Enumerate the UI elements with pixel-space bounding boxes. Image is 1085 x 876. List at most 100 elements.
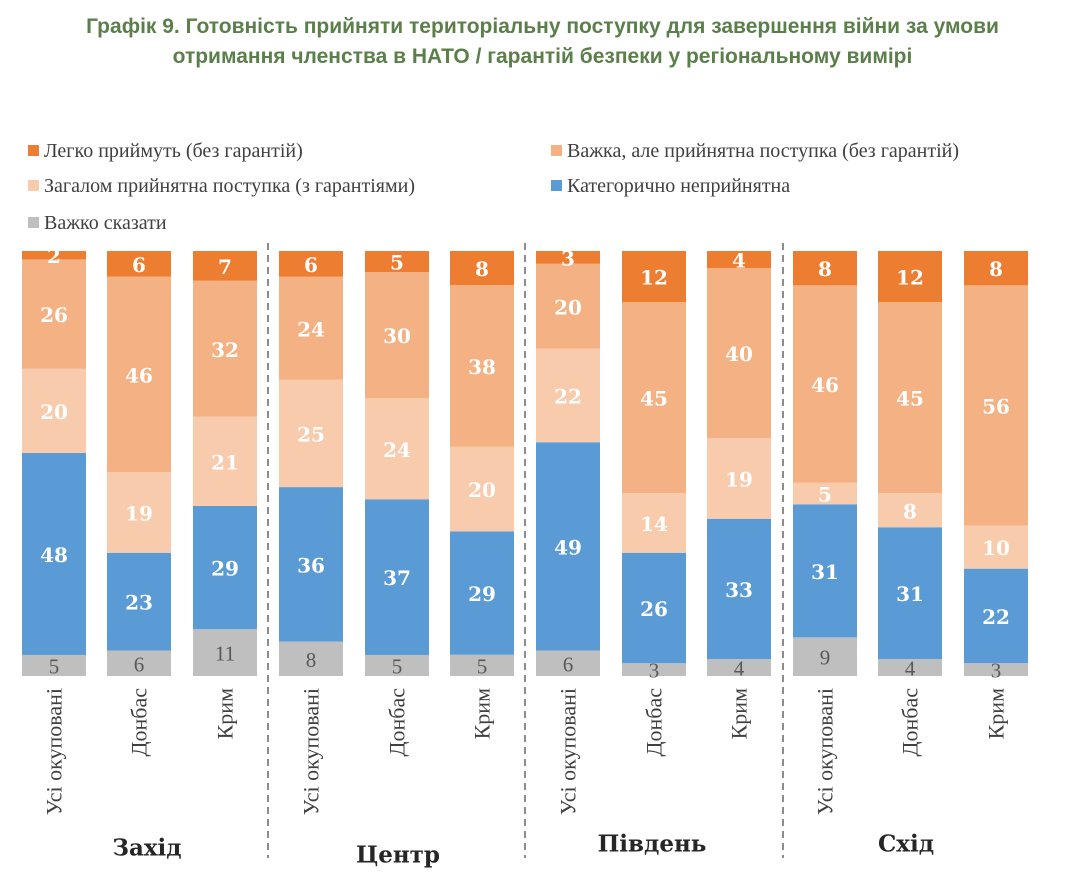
- bar-segment-easy: [279, 251, 343, 277]
- bar-segment-hard: [536, 263, 600, 349]
- category-label: Донбас: [898, 688, 923, 757]
- data-label-easy: 12: [640, 266, 668, 290]
- chart-title-line-1: Графік 9. Готовність прийняти територіал…: [86, 15, 999, 38]
- bar-segment-unsure: [279, 641, 343, 676]
- bar-segment-general: [878, 493, 942, 528]
- data-label-easy: 8: [818, 257, 832, 281]
- chart-legend: Легко приймуть (без гарантій) Важка, але …: [28, 140, 959, 234]
- group-label: Захід: [112, 835, 181, 862]
- bar-segment-general: [279, 379, 343, 488]
- data-label-general: 19: [125, 501, 153, 525]
- data-label-hard: 20: [554, 295, 582, 319]
- data-label-hard: 38: [468, 355, 496, 379]
- bar-segment-general: [450, 446, 514, 532]
- data-label-unsure: 4: [734, 657, 745, 681]
- data-label-general: 22: [554, 385, 582, 409]
- data-label-reject: 31: [811, 560, 839, 584]
- data-label-reject: 31: [896, 582, 924, 606]
- data-label-easy: 8: [989, 257, 1003, 281]
- bar-segment-hard: [365, 272, 429, 399]
- bar-segment-general: [365, 398, 429, 500]
- bar-segment-hard: [450, 285, 514, 447]
- data-label-unsure: 11: [215, 642, 235, 666]
- legend-label-easy: Легко приймуть (без гарантій): [44, 140, 303, 162]
- bar-segment-reject: [450, 531, 514, 655]
- data-label-hard: 45: [640, 387, 668, 411]
- bar-segment-hard: [107, 276, 171, 472]
- bar-segment-unsure: [450, 654, 514, 676]
- data-label-reject: 36: [297, 553, 325, 577]
- data-label-hard: 32: [211, 338, 239, 362]
- data-label-easy: 3: [561, 246, 575, 270]
- bar-segment-general: [622, 493, 686, 553]
- bar-segment-reject: [365, 499, 429, 655]
- data-label-easy: 6: [304, 253, 318, 277]
- category-label: Усі окуповані: [556, 688, 581, 815]
- data-label-unsure: 3: [991, 659, 1002, 683]
- category-label: Усі окуповані: [813, 688, 838, 815]
- category-label: Донбас: [385, 688, 410, 757]
- data-label-hard: 45: [896, 387, 924, 411]
- category-label: Усі окуповані: [42, 688, 67, 815]
- bar-segment-general: [964, 525, 1028, 569]
- data-label-reject: 29: [211, 557, 239, 581]
- bar-segment-hard: [793, 285, 857, 483]
- bar-segment-unsure: [622, 663, 686, 676]
- bar-segment-general: [22, 368, 86, 453]
- data-label-easy: 5: [390, 251, 404, 275]
- bar-segment-easy: [22, 251, 86, 260]
- group-labels: Захід Центр Південь Схід: [112, 831, 934, 869]
- bar-segment-general: [793, 482, 857, 505]
- bar-segment-general: [193, 416, 257, 506]
- legend-label-general: Загалом прийнятна поступка (з гарантіями…: [44, 175, 415, 197]
- data-label-reject: 48: [40, 543, 68, 567]
- data-label-unsure: 6: [134, 652, 145, 676]
- bar-segment-easy: [622, 251, 686, 302]
- bar-segment-easy: [793, 251, 857, 286]
- data-label-reject: 29: [468, 582, 496, 606]
- bar-segment-reject: [878, 527, 942, 659]
- bar-segment-reject: [707, 518, 771, 659]
- data-label-hard: 24: [297, 317, 325, 341]
- category-label: Крим: [470, 688, 495, 739]
- bar-segment-general: [536, 348, 600, 443]
- legend-swatch-easy: [28, 145, 39, 156]
- data-label-easy: 12: [896, 266, 924, 290]
- data-label-easy: 7: [218, 255, 232, 279]
- data-label-general: 20: [40, 400, 68, 424]
- bar-segment-unsure: [107, 650, 171, 676]
- data-label-reject: 49: [554, 535, 582, 559]
- bar-segment-reject: [536, 442, 600, 651]
- bar-segment-reject: [22, 452, 86, 655]
- data-label-general: 25: [297, 422, 325, 446]
- bar-segment-unsure: [964, 663, 1028, 676]
- legend-label-hard: Важка, але прийнятна поступка (без гаран…: [567, 140, 959, 162]
- legend-label-reject: Категорично неприйнятна: [567, 175, 790, 197]
- bar-segment-unsure: [793, 637, 857, 676]
- bar-segment-hard: [622, 302, 686, 494]
- data-label-unsure: 3: [649, 659, 660, 683]
- data-label-unsure: 4: [905, 657, 916, 681]
- bar-segment-general: [707, 438, 771, 519]
- bar-segment-easy: [964, 251, 1028, 286]
- data-label-hard: 56: [982, 395, 1010, 419]
- data-label-unsure: 9: [820, 646, 831, 670]
- bar-segment-reject: [107, 552, 171, 651]
- category-label: Донбас: [642, 688, 667, 757]
- data-label-reject: 37: [383, 566, 411, 590]
- data-label-general: 20: [468, 478, 496, 502]
- data-label-general: 19: [725, 467, 753, 491]
- data-label-hard: 30: [383, 324, 411, 348]
- bar-segment-unsure: [365, 654, 429, 676]
- data-label-easy: 6: [132, 253, 146, 277]
- data-label-unsure: 8: [306, 648, 317, 672]
- bar-segment-hard: [964, 285, 1028, 526]
- bar-segment-reject: [793, 504, 857, 638]
- bar-segment-reject: [964, 568, 1028, 664]
- data-label-reject: 26: [640, 597, 668, 621]
- bar-segment-hard: [22, 259, 86, 369]
- chart-bars: 5482026262319466112921327836252465372430…: [22, 244, 1028, 683]
- bar-segment-unsure: [193, 629, 257, 676]
- data-label-unsure: 5: [49, 654, 60, 678]
